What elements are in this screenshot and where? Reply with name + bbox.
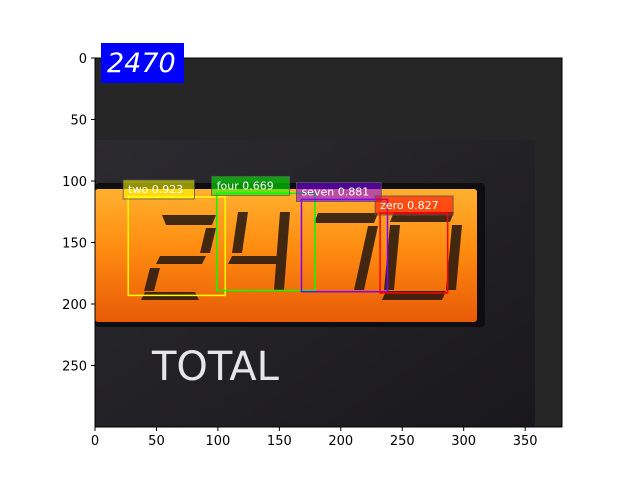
x-tick-label: 50 bbox=[148, 434, 165, 449]
detection: four 0.669 bbox=[211, 175, 316, 292]
y-tick-label: 250 bbox=[62, 360, 87, 375]
title-text: 2470 bbox=[107, 48, 176, 79]
lcd-digits bbox=[141, 212, 462, 300]
detection: seven 0.881 bbox=[296, 182, 389, 293]
y-tick-label: 100 bbox=[62, 175, 87, 190]
detection-label-bg bbox=[211, 175, 291, 196]
y-tick-label: 200 bbox=[62, 298, 87, 313]
y-tick-label: 150 bbox=[62, 237, 87, 252]
detection-label: four 0.669 bbox=[217, 179, 274, 192]
detection-label-bg bbox=[374, 195, 454, 216]
detection-layer: two 0.923 four 0.669 seven 0.881 zero 0.827 bbox=[122, 175, 454, 297]
y-axis: 0 50 100 150 200 250 bbox=[62, 52, 95, 375]
x-tick-label: 100 bbox=[205, 434, 230, 449]
x-tick-label: 300 bbox=[451, 434, 476, 449]
detection-label: zero 0.827 bbox=[380, 199, 439, 212]
detection: two 0.923 bbox=[122, 179, 227, 297]
x-tick-label: 0 bbox=[91, 434, 99, 449]
x-axis: 0 50 100 150 200 250 300 350 bbox=[91, 427, 538, 449]
detection-label: two 0.923 bbox=[128, 183, 183, 196]
y-tick-label: 0 bbox=[79, 52, 87, 67]
photo: TOTAL bbox=[95, 58, 562, 427]
x-tick-label: 200 bbox=[328, 434, 353, 449]
detection-label-bg bbox=[296, 182, 382, 202]
x-tick-label: 350 bbox=[513, 434, 538, 449]
x-tick-label: 150 bbox=[267, 434, 292, 449]
detection-label-bg bbox=[122, 179, 195, 200]
detection-label: seven 0.881 bbox=[301, 185, 369, 198]
total-label: TOTAL bbox=[151, 344, 280, 390]
x-tick-label: 250 bbox=[390, 434, 415, 449]
title-badge bbox=[101, 43, 184, 83]
y-tick-label: 50 bbox=[70, 114, 87, 129]
detection: zero 0.827 bbox=[374, 195, 454, 294]
